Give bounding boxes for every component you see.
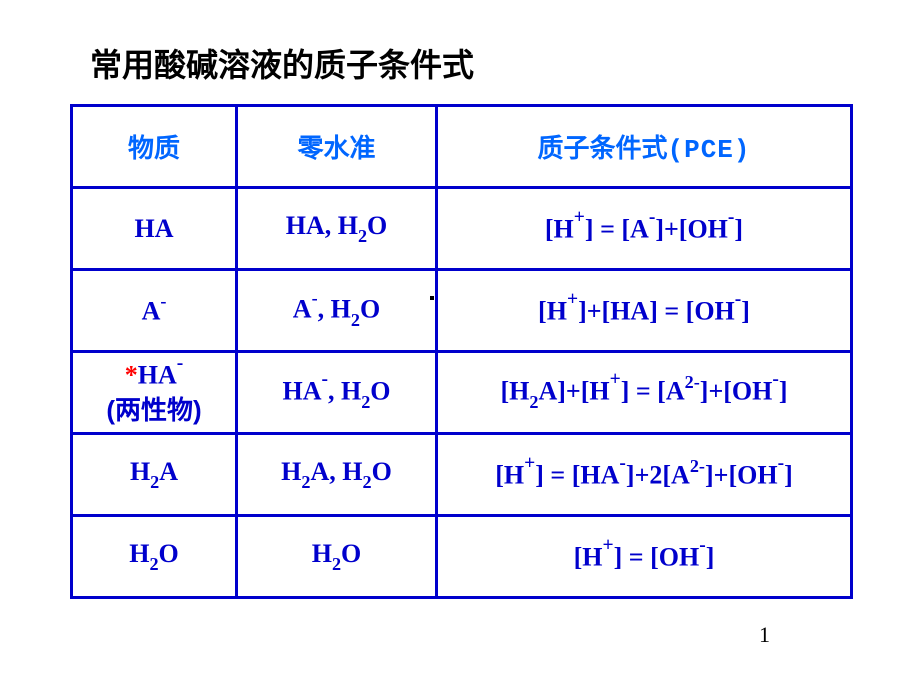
cell-substance: H2A (72, 434, 237, 516)
cell-pce: [H+]+[HA] = [OH-] (437, 270, 852, 352)
header-reference: 零水准 (237, 106, 437, 188)
cell-substance: A- (72, 270, 237, 352)
cell-reference: H2A, H2O (237, 434, 437, 516)
slide: 常用酸碱溶液的质子条件式 物质 零水准 质子条件式(PCE) HA HA, H2… (0, 0, 920, 690)
table-row: H2A H2A, H2O [H+] = [HA-]+2[A2-]+[OH-] (72, 434, 852, 516)
cell-pce: [H+] = [HA-]+2[A2-]+[OH-] (437, 434, 852, 516)
cell-substance: *HA-(两性物) (72, 352, 237, 434)
table-row: HA HA, H2O [H+] = [A-]+[OH-] (72, 188, 852, 270)
cell-substance: HA (72, 188, 237, 270)
table-row: *HA-(两性物) HA-, H2O [H2A]+[H+] = [A2-]+[O… (72, 352, 852, 434)
cell-substance: H2O (72, 516, 237, 598)
table-row: H2O H2O [H+] = [OH-] (72, 516, 852, 598)
table-row: A- A-, H2O [H+]+[HA] = [OH-] (72, 270, 852, 352)
cell-reference: HA-, H2O (237, 352, 437, 434)
header-pce-cn: 质子条件式 (537, 133, 667, 163)
stray-dot (430, 296, 434, 300)
cell-reference: HA, H2O (237, 188, 437, 270)
cell-pce: [H+] = [A-]+[OH-] (437, 188, 852, 270)
cell-pce: [H2A]+[H+] = [A2-]+[OH-] (437, 352, 852, 434)
page-number: 1 (759, 622, 770, 648)
header-substance: 物质 (72, 106, 237, 188)
cell-reference: A-, H2O (237, 270, 437, 352)
header-pce-en: (PCE) (668, 135, 751, 165)
slide-title: 常用酸碱溶液的质子条件式 (90, 40, 850, 86)
cell-pce: [H+] = [OH-] (437, 516, 852, 598)
header-pce: 质子条件式(PCE) (437, 106, 852, 188)
cell-reference: H2O (237, 516, 437, 598)
table-header-row: 物质 零水准 质子条件式(PCE) (72, 106, 852, 188)
pce-table: 物质 零水准 质子条件式(PCE) HA HA, H2O [H+] = [A-]… (70, 104, 853, 599)
